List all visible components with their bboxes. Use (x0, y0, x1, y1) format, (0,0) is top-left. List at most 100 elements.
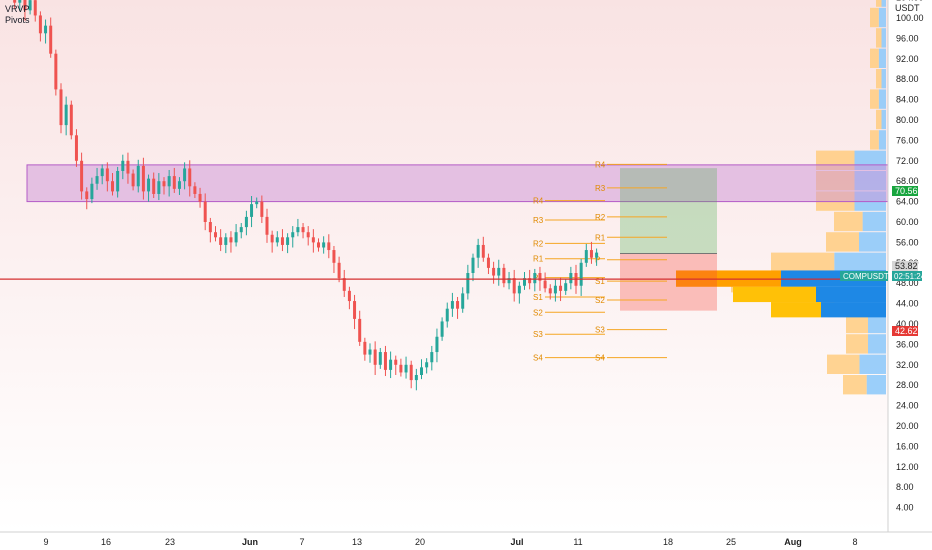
candle-down (270, 234, 274, 243)
candle-down (486, 257, 490, 268)
pivot-label: R4 (533, 197, 544, 206)
time-tick-label: 7 (299, 537, 304, 547)
time-tick-label: Jul (510, 537, 523, 547)
candle-up (553, 285, 557, 294)
price-tick-label: 16.00 (896, 441, 919, 451)
candle-down (280, 237, 284, 245)
volume-bar-up (878, 130, 886, 150)
candle-up (239, 227, 243, 233)
price-tick-label: 96.00 (896, 33, 919, 43)
candle-up (466, 273, 470, 294)
price-tick-label: 4.00 (896, 503, 914, 513)
volume-bar-up (868, 313, 886, 334)
candle-down (54, 53, 58, 90)
candle-up (425, 362, 429, 368)
candle-down (131, 173, 135, 187)
candle-down (80, 160, 84, 192)
candle-down (111, 181, 114, 192)
candle-down (301, 227, 305, 233)
candle-down (409, 364, 413, 381)
candle-up (420, 367, 423, 375)
price-tag-bottom-bg (892, 326, 918, 336)
candle-down (49, 25, 53, 54)
volume-bar-up (859, 232, 886, 252)
candle-down (306, 232, 310, 238)
price-tag-current-bg (892, 261, 918, 271)
volume-bar-up (881, 109, 886, 130)
time-tick-label: 18 (663, 537, 673, 547)
candle-up (250, 204, 254, 217)
volume-value-bar (771, 302, 821, 318)
price-axis[interactable]: USDT 104.00 100.00 96.00 92.00 88.00 84.00 80.… (895, 0, 924, 513)
volume-bar-up (878, 89, 886, 109)
candle-up (579, 262, 583, 286)
candle-down (559, 285, 563, 291)
resistance-zone-rect (26, 164, 889, 203)
candle-up (435, 336, 439, 353)
price-tag-top-bg (892, 186, 918, 196)
candle-down (363, 341, 367, 355)
candle-up (64, 104, 68, 126)
time-axis[interactable]: 9 16 23 Jun 7 13 20 Jul 11 18 25 Aug 8 (43, 537, 857, 547)
candle-down (317, 242, 320, 248)
pivot-label: S4 (533, 354, 543, 363)
price-tick-label: 40.00 (896, 319, 919, 329)
time-tick-label: 16 (101, 537, 111, 547)
candle-up (461, 293, 465, 309)
volume-bar-down (870, 130, 879, 150)
price-tick-label: 60.00 (896, 217, 919, 227)
volume-value-bar-up (816, 286, 886, 303)
candle-up (100, 168, 104, 177)
candle-down (141, 165, 145, 192)
pivot-label: R2 (533, 239, 544, 248)
volume-bar-up (868, 334, 886, 354)
volume-bar-down (876, 69, 882, 89)
volume-bar-down (876, 0, 882, 7)
candle-up (430, 352, 434, 363)
price-tick-label: 8.00 (896, 482, 914, 492)
candle-up (291, 232, 295, 238)
indicator-pivots[interactable]: Pivots (5, 15, 30, 25)
time-tick-label: 13 (352, 537, 362, 547)
candle-down (214, 232, 217, 238)
candle-up (497, 267, 501, 276)
volume-value-bar-up (821, 302, 886, 318)
symbol-tag: COMPUSDT (843, 272, 889, 281)
indicator-vrvp[interactable]: VRVP (5, 4, 30, 14)
volume-bar-down (846, 313, 868, 334)
candle-down (481, 244, 485, 258)
candle-up (476, 244, 480, 258)
price-tag-current: 53.82 (895, 261, 918, 271)
candle-up (255, 201, 259, 205)
candle-up (471, 257, 475, 273)
candle-down (358, 318, 362, 342)
price-tick-label: 20.00 (896, 421, 919, 431)
candle-down (85, 191, 89, 200)
candle-up (147, 178, 151, 192)
time-tick-label: 25 (726, 537, 736, 547)
pivot-label: P (595, 256, 600, 265)
volume-bar-down (870, 7, 879, 28)
candle-up (564, 283, 568, 291)
candle-up (322, 242, 326, 248)
volume-bar-down (870, 89, 879, 109)
candle-down (193, 186, 197, 194)
long-position-tool[interactable] (620, 168, 717, 311)
candle-down (33, 0, 37, 16)
price-tag-bottom: 42.62 (895, 326, 918, 336)
pivot-label: S2 (595, 296, 605, 305)
symbol-tag-bg (840, 271, 888, 281)
candle-up (116, 171, 120, 192)
volume-bar-up (881, 0, 886, 7)
candle-down (383, 352, 387, 370)
candle-down (337, 262, 341, 279)
candle-down (548, 288, 552, 294)
candle-down (219, 237, 223, 245)
time-tick-label: 9 (43, 537, 48, 547)
candle-up (244, 216, 248, 228)
time-tick-label: Aug (784, 537, 802, 547)
volume-bar-down (827, 354, 860, 374)
candle-down (208, 222, 212, 233)
